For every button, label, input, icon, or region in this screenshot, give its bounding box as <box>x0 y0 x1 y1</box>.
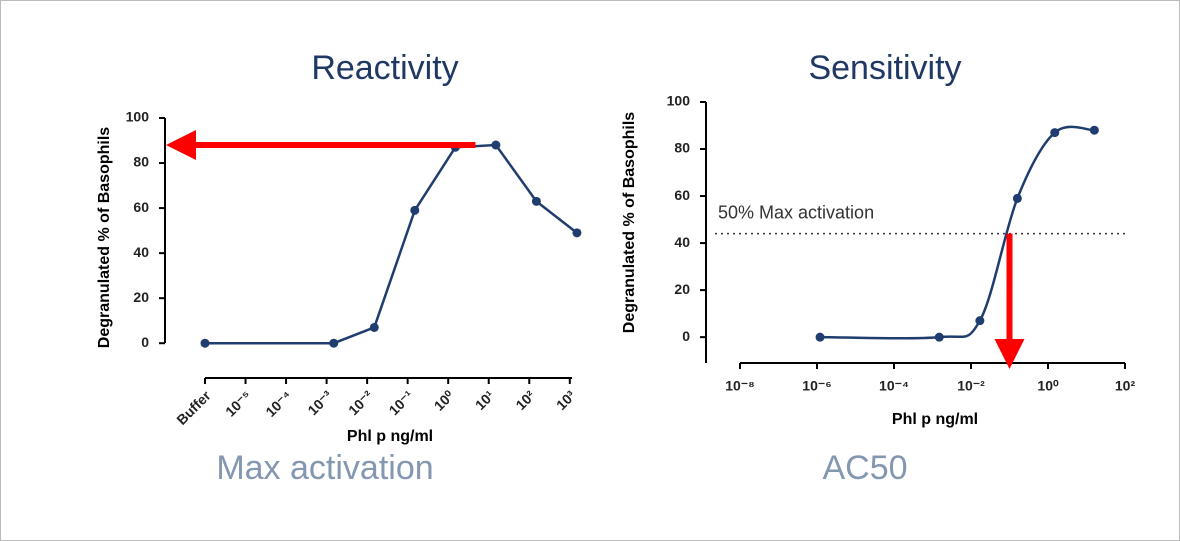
caption: Max activation <box>216 449 433 487</box>
data-point <box>934 332 944 342</box>
data-point <box>815 332 825 342</box>
data-line <box>205 143 578 345</box>
y-tick-label: 0 <box>682 328 690 344</box>
x-tick-label: 10⁻⁶ <box>802 378 831 394</box>
reference-label: 50% Max activation <box>718 202 874 222</box>
y-tick-label: 80 <box>133 154 149 170</box>
data-point <box>410 205 420 215</box>
x-tick-label: 10² <box>1115 378 1136 394</box>
y-tick-label: 40 <box>674 234 690 250</box>
y-tick-label: 20 <box>674 281 690 297</box>
data-point <box>369 322 379 332</box>
caption: AC50 <box>822 449 907 487</box>
chart-title: Reactivity <box>311 49 458 87</box>
y-axis-label: Degranulated % of Basophils <box>621 112 638 333</box>
data-point <box>975 316 985 326</box>
data-point <box>1089 125 1099 135</box>
y-tick-label: 0 <box>141 334 149 350</box>
y-tick-label: 60 <box>674 187 690 203</box>
y-tick-label: 20 <box>133 289 149 305</box>
y-tick-label: 40 <box>133 244 149 260</box>
data-point <box>329 338 339 348</box>
data-point <box>1012 193 1022 203</box>
y-tick-label: 60 <box>133 199 149 215</box>
y-tick-label: 100 <box>126 109 150 125</box>
x-axis-label: Phl p ng/ml <box>892 411 978 428</box>
data-point <box>1050 128 1060 138</box>
data-point <box>531 196 541 206</box>
data-point <box>572 228 582 238</box>
y-tick-label: 80 <box>674 140 690 156</box>
y-axis-label: Degranulated % of Basophils <box>96 127 113 348</box>
x-tick-label: 10⁻⁴ <box>879 378 909 394</box>
chart-title: Sensitivity <box>808 49 961 87</box>
x-tick-label: 10⁻² <box>957 378 985 394</box>
data-point <box>200 338 210 348</box>
x-axis-label: Phl p ng/ml <box>347 428 433 445</box>
x-tick-label: 10⁻⁸ <box>725 378 755 394</box>
data-point <box>491 140 501 150</box>
x-tick-label: 10⁰ <box>1037 378 1059 394</box>
y-tick-label: 100 <box>667 93 691 109</box>
